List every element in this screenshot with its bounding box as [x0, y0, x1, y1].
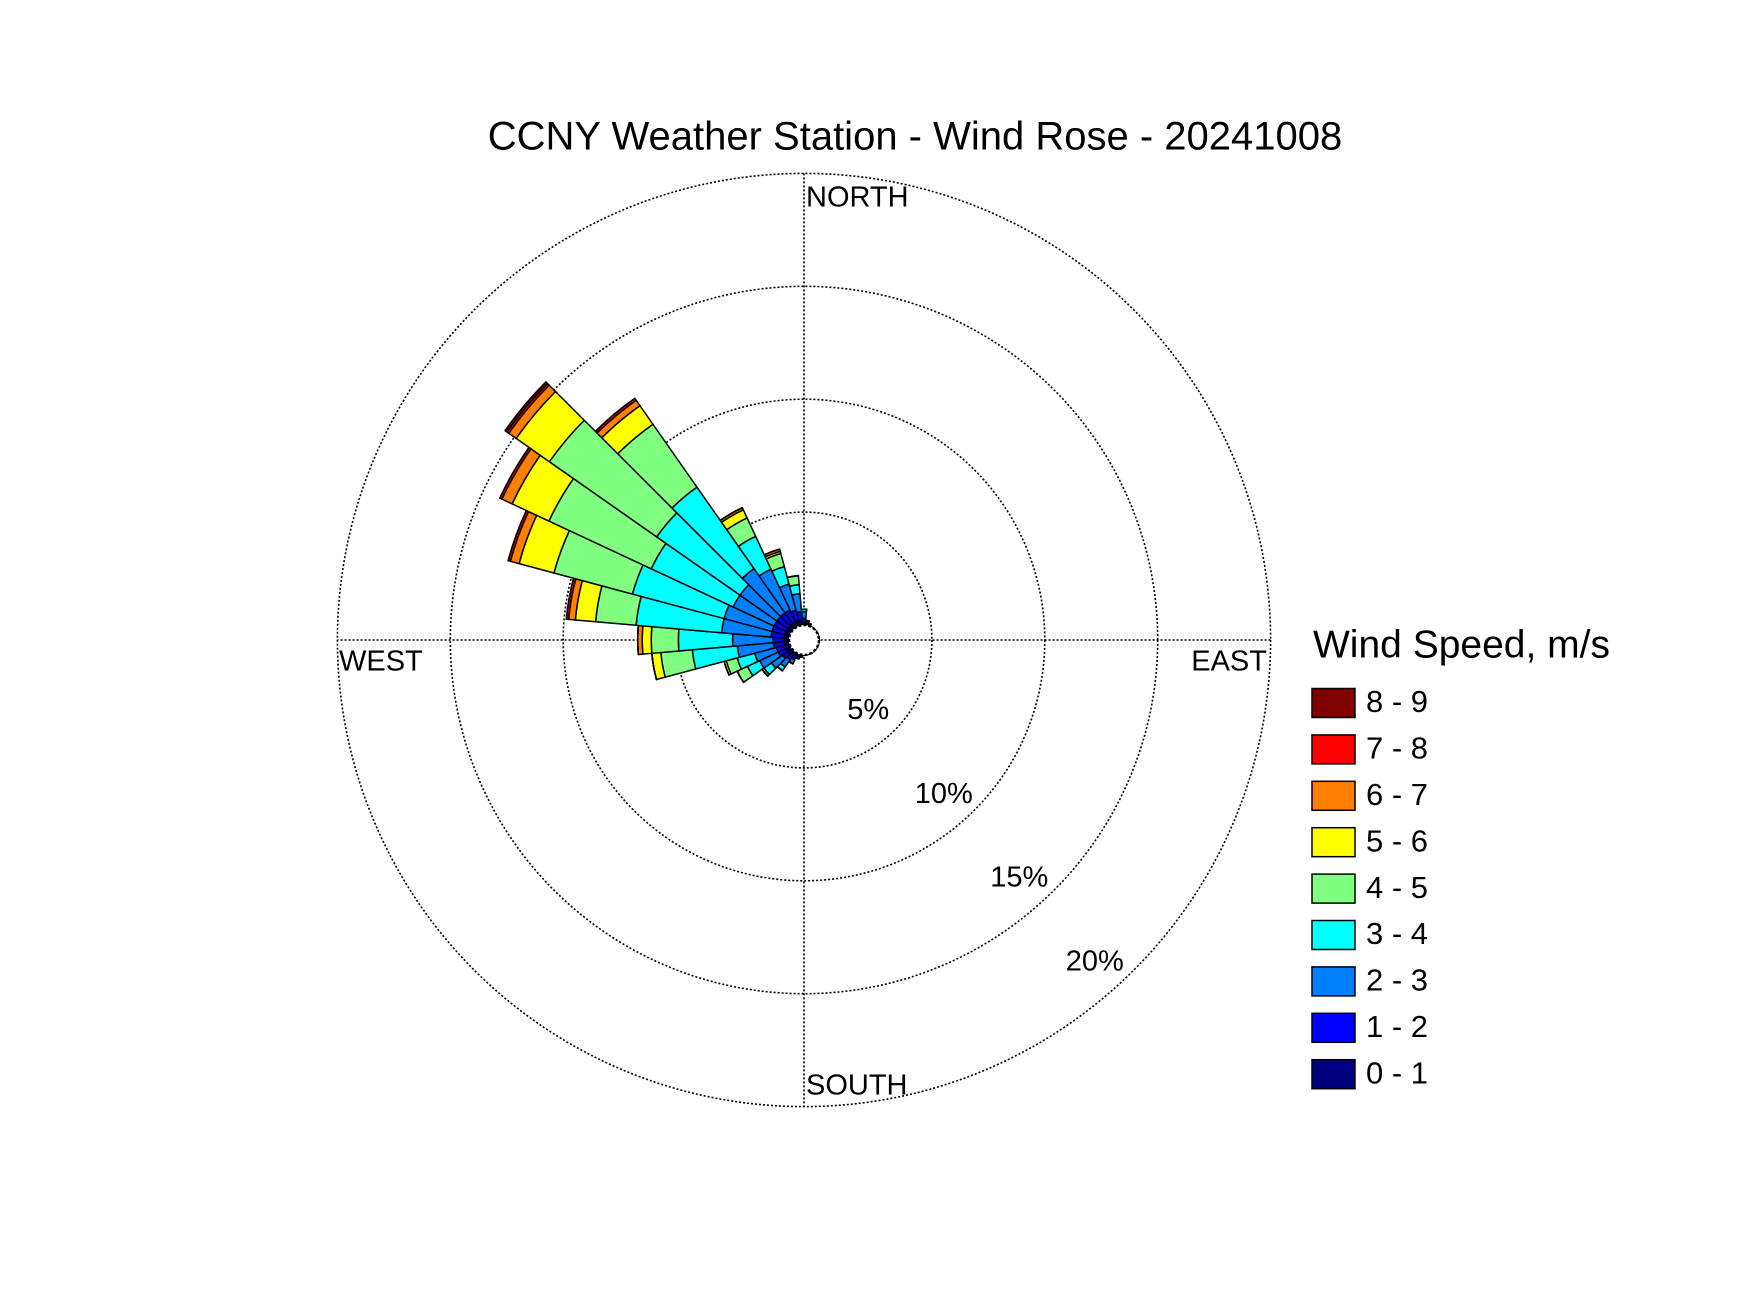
legend-swatch [1311, 826, 1356, 858]
legend-swatch [1311, 873, 1356, 904]
legend-swatch [1311, 1058, 1356, 1090]
r-tick-label: 20% [1066, 946, 1124, 978]
wedge-segment [650, 625, 680, 655]
r-tick-label: 5% [847, 694, 889, 726]
wedge-segment [786, 574, 800, 579]
legend-swatch [1311, 734, 1356, 765]
wedge-segment [804, 619, 810, 622]
chart-title: CCNY Weather Station - Wind Rose - 20241… [488, 115, 1343, 159]
legend-swatch [1311, 687, 1356, 719]
compass-label: NORTH [806, 182, 909, 214]
legend-label: 0 - 1 [1366, 1055, 1428, 1090]
wedge-segment [641, 625, 653, 655]
legend-label: 4 - 5 [1366, 870, 1428, 905]
wedge-segment [763, 548, 781, 556]
compass-label: WEST [339, 646, 423, 678]
center-hole [787, 623, 821, 657]
legend-label: 2 - 3 [1366, 963, 1428, 998]
legend-label: 1 - 2 [1366, 1009, 1428, 1044]
legend-label: 6 - 7 [1366, 777, 1428, 812]
legend-swatch [1311, 1012, 1356, 1044]
legend-label: 5 - 6 [1366, 823, 1428, 858]
legend-label: 8 - 9 [1366, 684, 1428, 719]
legend-swatch [1311, 780, 1356, 812]
r-tick-label: 10% [915, 778, 973, 810]
compass-label: SOUTH [806, 1070, 908, 1102]
legend-swatch [1311, 966, 1356, 997]
legend-swatch [1311, 919, 1356, 951]
wedge-segment [719, 506, 744, 522]
wedge-segment [504, 381, 549, 433]
wedge-segment [660, 649, 697, 678]
r-tick-label: 15% [990, 862, 1048, 894]
legend-label: 3 - 4 [1366, 916, 1428, 951]
wedge-segment [807, 622, 813, 626]
legend-label: 7 - 8 [1366, 731, 1428, 766]
compass-label: EAST [1191, 646, 1267, 678]
wedge-segment [594, 397, 636, 433]
wedge-segment [636, 624, 640, 656]
legend-title: Wind Speed, m/s [1313, 623, 1610, 666]
